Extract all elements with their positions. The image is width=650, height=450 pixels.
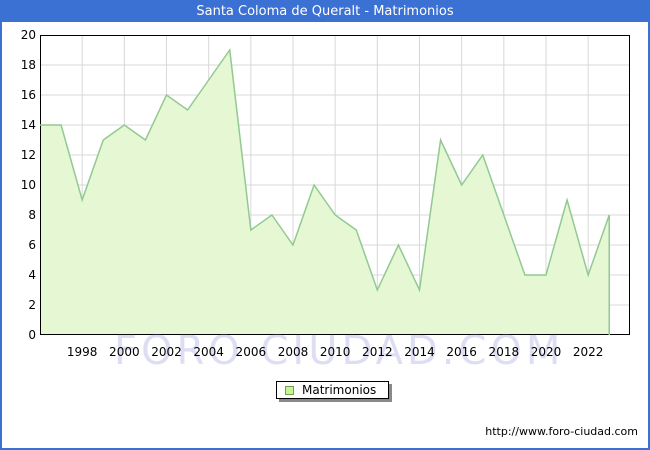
y-tick-label: 0 — [28, 328, 36, 342]
x-tick-label: 2020 — [530, 345, 562, 359]
area-series-line — [40, 47, 610, 335]
y-axis: 0 2 4 6 8 10 12 14 16 18 20 — [2, 27, 36, 347]
x-tick-label: 2010 — [319, 345, 351, 359]
legend-swatch — [285, 385, 294, 395]
x-tick-label: 2012 — [362, 345, 393, 359]
legend-label: Matrimonios — [302, 383, 377, 397]
y-tick-label: 10 — [20, 178, 36, 192]
y-tick-label: 16 — [20, 88, 36, 102]
plot-area — [40, 35, 630, 335]
y-tick-label: 6 — [28, 238, 36, 252]
chart-title: Santa Coloma de Queralt - Matrimonios — [196, 4, 454, 19]
x-tick-label: 2016 — [446, 345, 477, 359]
x-tick-label: 2006 — [235, 345, 267, 359]
x-tick-label: 1998 — [66, 345, 98, 359]
x-axis: 1998 2000 2002 2004 2006 2008 2010 2012 2014 2016… — [40, 344, 630, 360]
x-tick-label: 2014 — [404, 345, 435, 359]
footer-url: http://www.foro-ciudad.com — [485, 425, 638, 438]
area-series-fill — [40, 50, 610, 335]
x-tick-label: 2004 — [193, 345, 224, 359]
y-tick-label: 2 — [28, 298, 36, 312]
x-tick-label: 2018 — [488, 345, 520, 359]
plot-border — [40, 35, 630, 335]
title-bar: Santa Coloma de Queralt - Matrimonios — [2, 2, 648, 22]
y-tick-label: 20 — [20, 28, 36, 42]
y-tick-label: 14 — [20, 118, 36, 132]
x-tick-label: 2002 — [151, 345, 182, 359]
y-tick-label: 12 — [20, 148, 36, 162]
legend: Matrimonios — [276, 381, 390, 399]
x-tick-label: 2022 — [572, 345, 604, 359]
y-tick-label: 18 — [20, 58, 36, 72]
y-tick-label: 8 — [28, 208, 36, 222]
y-tick-label: 4 — [28, 268, 36, 282]
x-tick-label: 2000 — [109, 345, 140, 359]
x-tick-label: 2008 — [277, 345, 309, 359]
